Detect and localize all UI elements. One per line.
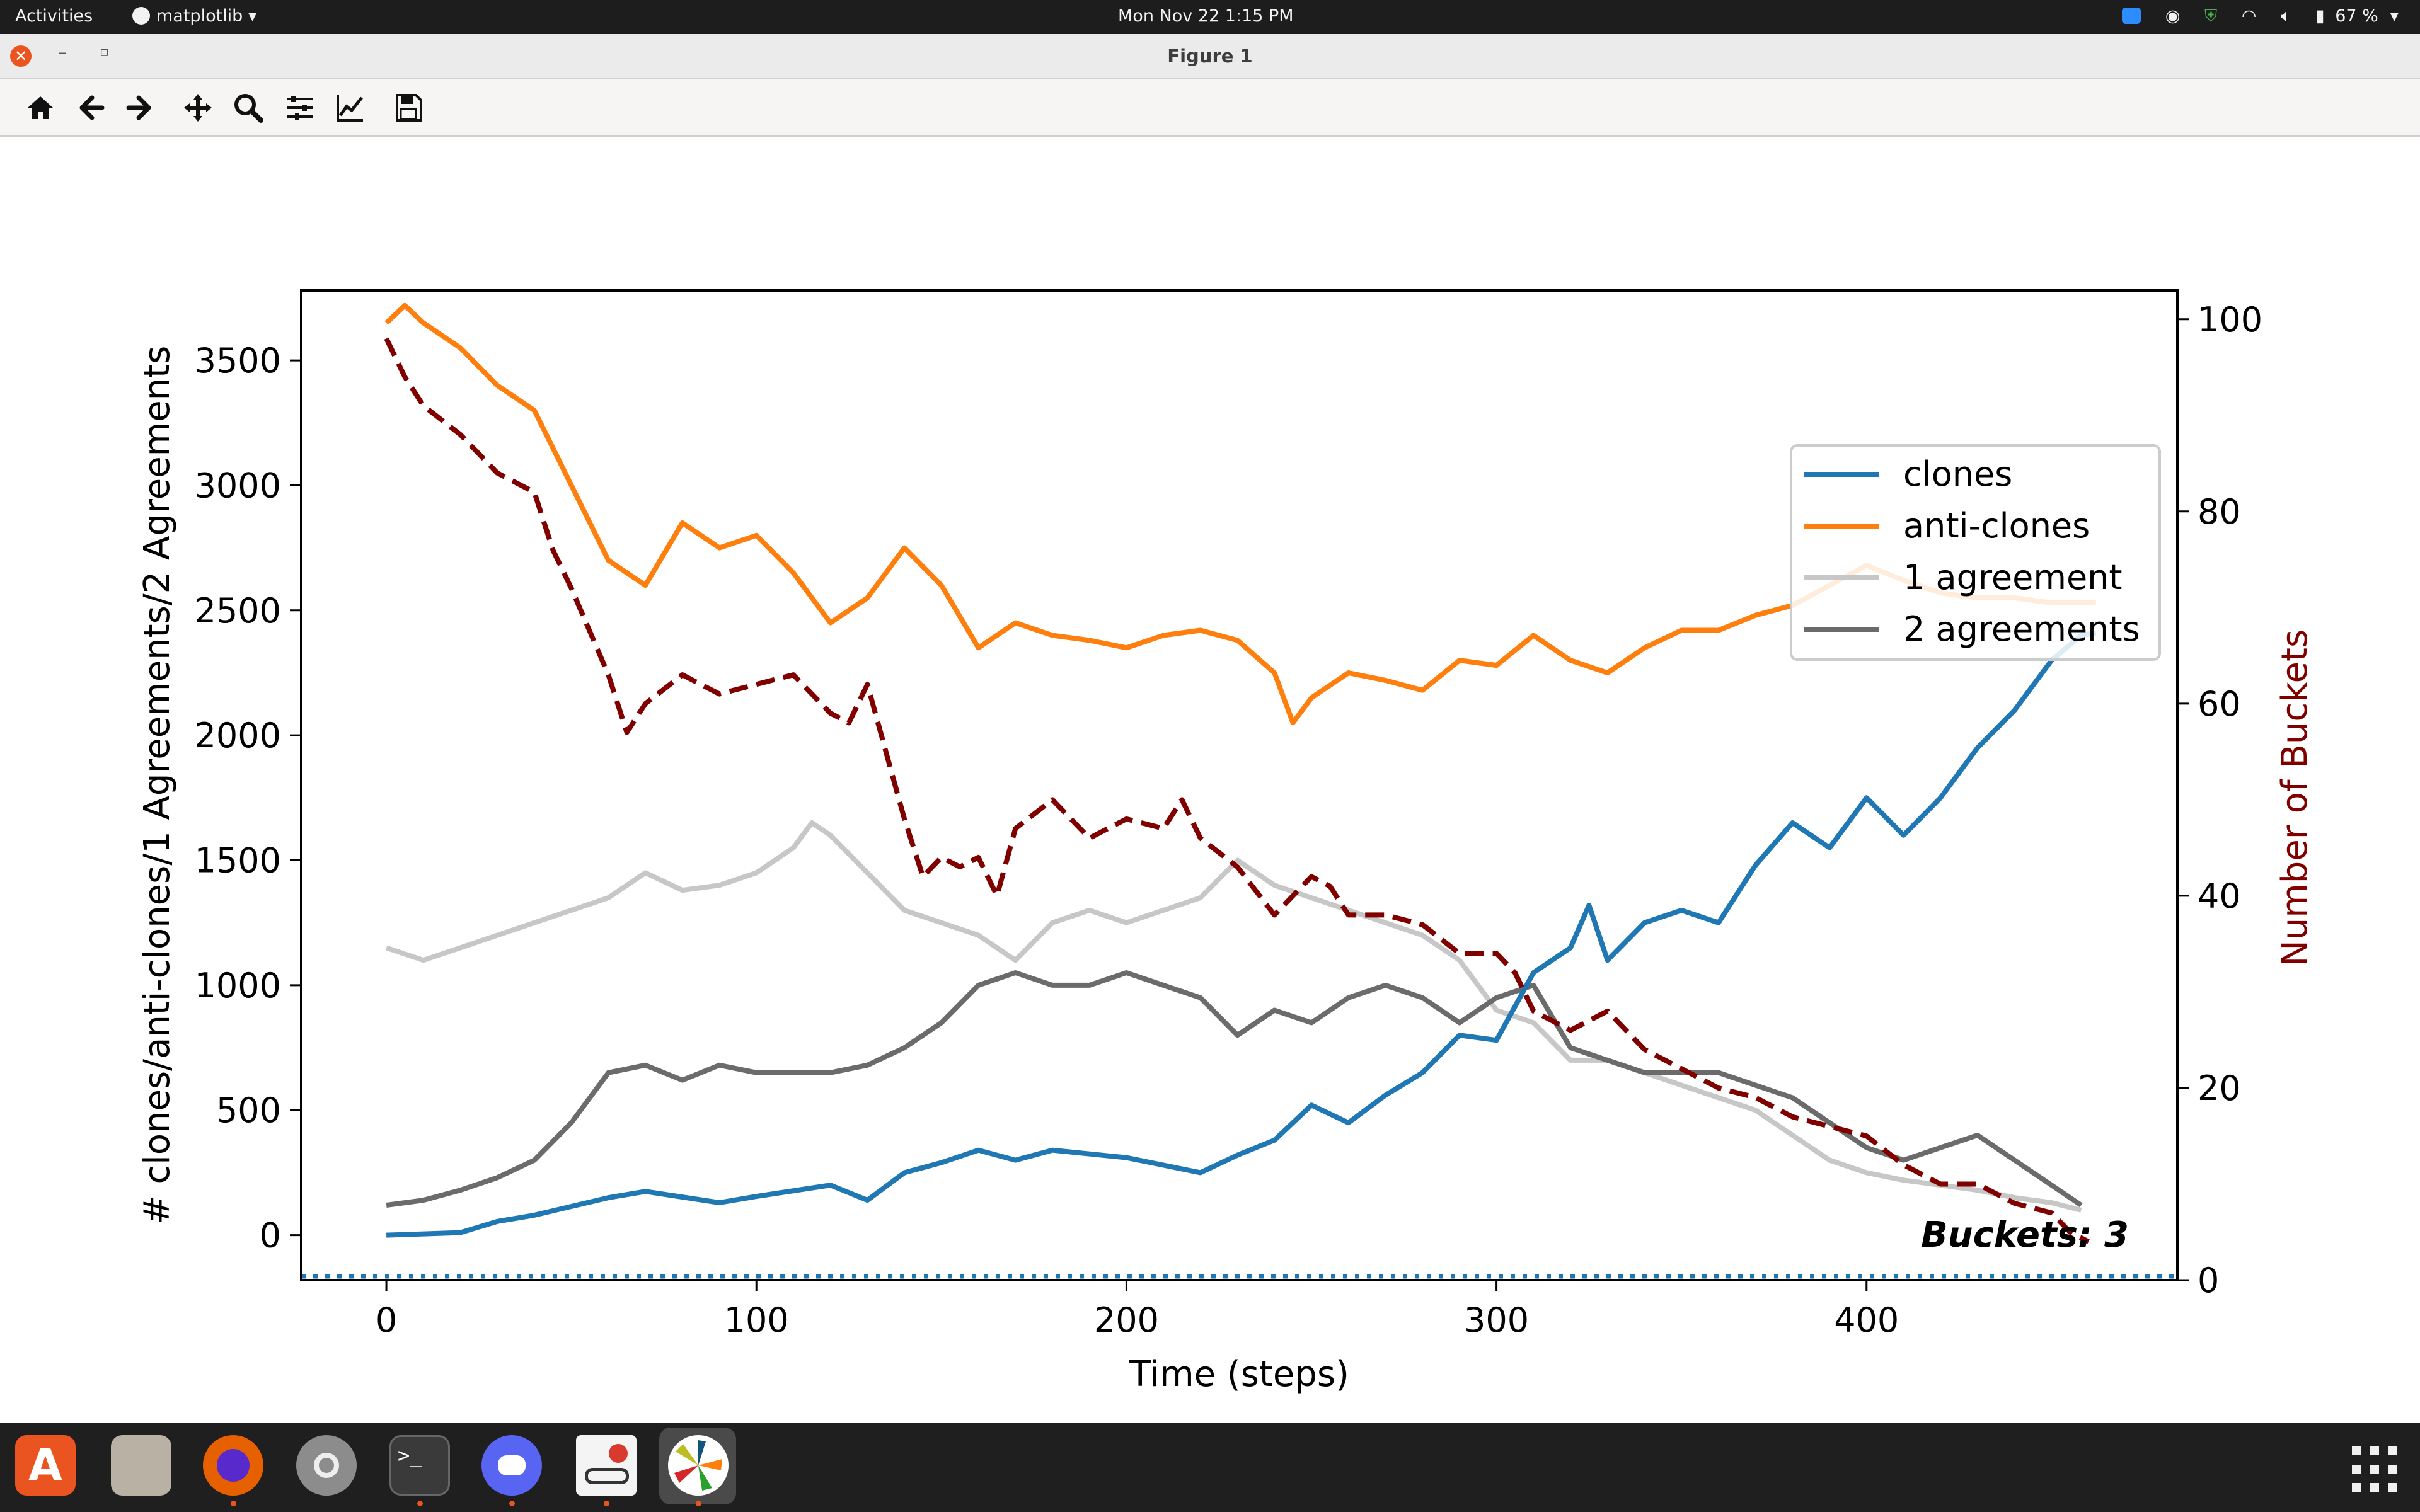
subplots-icon[interactable] — [284, 91, 316, 124]
legend-label: anti-clones — [1903, 506, 2090, 546]
home-icon[interactable] — [24, 91, 57, 124]
y-tick-label: 2500 — [195, 591, 281, 631]
legend-box — [1790, 444, 2161, 661]
y2-tick-label: 80 — [2198, 492, 2241, 532]
series-line-clones — [386, 630, 2097, 1238]
system-menu-chevron-icon[interactable]: ▾ — [2390, 6, 2399, 26]
terminal-prompt: >_ — [398, 1443, 422, 1467]
y-tick-label: 0 — [260, 1216, 281, 1256]
axes-frame — [300, 289, 2179, 1281]
legend-label: 2 agreements — [1903, 609, 2140, 649]
matplotlib-icon[interactable] — [668, 1435, 729, 1496]
y-axis-label: # clones/anti-clones/1 Agreements/2 Agre… — [137, 346, 178, 1225]
close-window-button[interactable]: ✕ — [10, 45, 32, 67]
x-tick-label: 100 — [724, 1300, 789, 1340]
y-tick-label: 3000 — [195, 466, 281, 505]
volume-icon[interactable]: 🔈︎ — [2280, 6, 2291, 26]
x-tick-label: 200 — [1094, 1300, 1159, 1340]
settings-icon[interactable] — [296, 1435, 357, 1496]
save-icon[interactable] — [392, 91, 425, 124]
window-titlebar: ✕ – ▫ Figure 1 — [0, 34, 2420, 79]
chart[interactable]: 0 100 200 300 400050010001500200025003000350… — [0, 137, 2420, 1422]
series-line-1-agreement — [385, 820, 2082, 1213]
zoom-icon[interactable] — [232, 91, 265, 124]
y-tick-label: 2000 — [195, 716, 281, 755]
terminal-running-indicator — [417, 1501, 423, 1506]
series-line-number-of-buckets — [384, 337, 2090, 1244]
matplotlib-toolbar — [0, 79, 2420, 137]
app-menu-label: matplotlib — [156, 6, 243, 26]
battery-icon[interactable]: ▮ — [2315, 6, 2325, 26]
y2-tick-label: 100 — [2198, 300, 2262, 340]
legend-label: clones — [1903, 454, 2012, 494]
maximize-window-button[interactable]: ▫ — [100, 44, 109, 60]
y2-tick-label: 0 — [2198, 1261, 2219, 1300]
matplotlib-logo-icon — [674, 1440, 722, 1491]
battery-percent: 67 % — [2335, 6, 2378, 26]
document-viewer-running-indicator — [604, 1501, 609, 1506]
legend: clones anti-clones 1 agreement 2 agreements — [1790, 444, 2161, 661]
activities-button[interactable]: Activities — [15, 6, 93, 26]
forward-arrow-icon[interactable] — [124, 91, 156, 124]
firefox-running-indicator — [231, 1501, 236, 1506]
document-viewer-icon[interactable] — [576, 1435, 637, 1496]
window-title: Figure 1 — [1167, 45, 1253, 67]
app-menu[interactable]: matplotlib ▾ — [132, 6, 256, 26]
software-center-icon[interactable]: A — [15, 1435, 76, 1496]
figure-canvas[interactable]: 0 100 200 300 400 0 500 1000 1500 2000 2500 3000 350… — [0, 137, 2420, 1422]
firefox-icon[interactable] — [203, 1435, 263, 1496]
discord-icon[interactable] — [481, 1435, 542, 1496]
y-tick-label: 500 — [216, 1091, 281, 1130]
discord-tray-icon[interactable]: ◉ — [2165, 6, 2181, 26]
zoom-app-icon[interactable] — [2122, 8, 2141, 24]
top-bar: Activities matplotlib ▾ Mon Nov 22 1:15 … — [0, 0, 2420, 34]
back-arrow-icon[interactable] — [74, 91, 107, 124]
discord-running-indicator — [509, 1501, 515, 1506]
clock[interactable]: Mon Nov 22 1:15 PM — [1118, 6, 1294, 26]
shield-icon[interactable]: ⛨ — [2204, 6, 2218, 26]
pan-icon[interactable] — [182, 91, 214, 124]
matplotlib-app-icon — [132, 7, 150, 25]
series-line-2-agreements — [386, 970, 2083, 1208]
matplotlib-running-indicator — [696, 1501, 701, 1506]
y2-tick-label: 40 — [2198, 876, 2241, 916]
x-axis-label: Time (steps) — [1129, 1354, 1349, 1395]
app-grid-icon[interactable] — [2352, 1446, 2397, 1492]
dock: A >_ — [0, 1423, 2420, 1512]
y2-tick-label: 20 — [2198, 1068, 2241, 1108]
edit-axes-icon[interactable] — [334, 91, 367, 124]
x-tick-label: 400 — [1834, 1300, 1899, 1340]
x-tick-label: 0 — [376, 1300, 397, 1340]
minimize-window-button[interactable]: – — [58, 42, 67, 62]
y-tick-label: 3500 — [195, 341, 281, 381]
legend-label: 1 agreement — [1903, 558, 2123, 597]
x-tick-label: 300 — [1464, 1300, 1529, 1340]
y2-axis-label: Number of Buckets — [2274, 629, 2315, 966]
y-tick-label: 1000 — [195, 966, 281, 1005]
buckets-annotation: Buckets: 3 — [1921, 1215, 2129, 1256]
wifi-icon[interactable]: ◠ — [2241, 6, 2257, 26]
y2-tick-label: 60 — [2198, 684, 2241, 724]
files-icon[interactable] — [111, 1435, 171, 1496]
y-tick-label: 1500 — [195, 841, 281, 881]
system-tray[interactable]: ◉ ⛨ ◠ 🔈︎ ▮ 67 % ▾ — [2103, 6, 2399, 26]
terminal-icon[interactable]: >_ — [389, 1435, 450, 1496]
